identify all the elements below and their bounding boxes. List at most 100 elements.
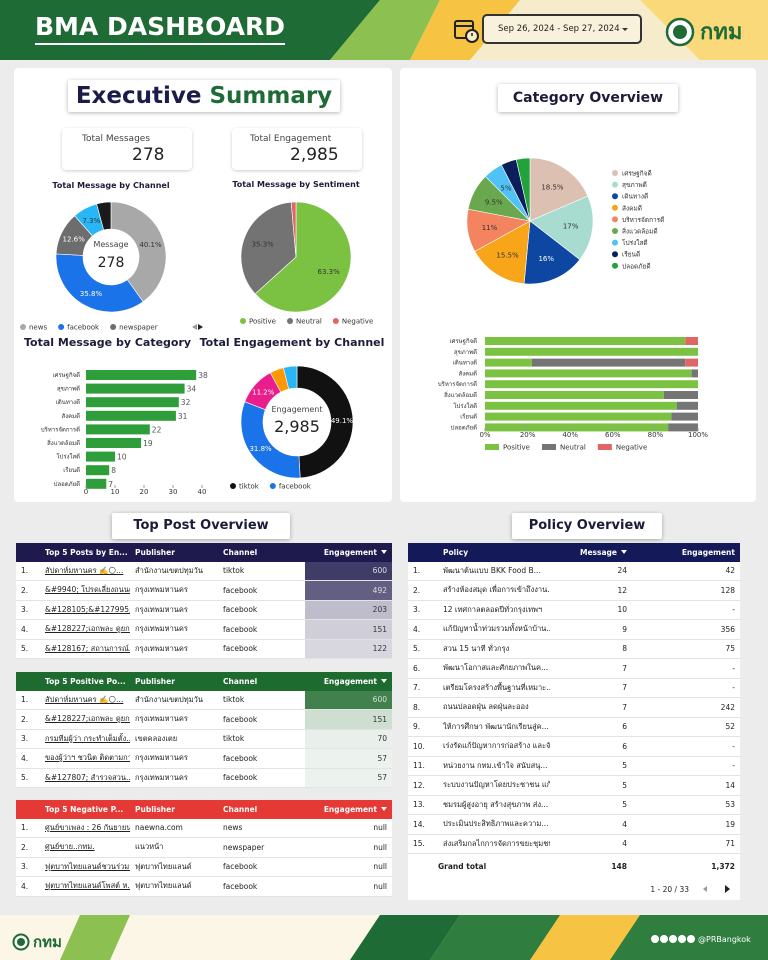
table-cell: กรุงเทพมหานคร <box>135 624 188 634</box>
table-row: 1. พัฒนาต้นแบบ BKK Food B... 24 42 <box>408 562 740 581</box>
table-row: 1. ศูนย์ขาเพลง : 26 กันยายน... naewna.com n… <box>16 819 392 838</box>
legend-label: ปลอดภัยดี <box>622 262 651 270</box>
table-cell: 122 <box>305 639 392 658</box>
header-spacer <box>408 543 438 562</box>
column-header: Channel <box>223 804 258 814</box>
slice-label: 11.2% <box>252 389 275 397</box>
pie-slice <box>283 365 298 390</box>
table-cell: &#128105;&#127995;... <box>45 605 130 615</box>
table-cell: ถนนปลอดฝุ่น ลดฝุ่นละออง <box>443 702 529 712</box>
legend-swatch <box>58 324 65 330</box>
table-cell: facebook <box>223 773 258 783</box>
bar-value: 10 <box>117 453 127 462</box>
table-cell: 14 <box>725 780 735 790</box>
legend-label: Positive <box>249 318 276 326</box>
legend-swatch <box>332 318 339 324</box>
bar-value: 31 <box>178 412 188 421</box>
bar-segment <box>485 401 677 410</box>
category-label: เรียนดี <box>460 413 477 421</box>
legend-swatch <box>240 318 246 324</box>
bar-segment <box>663 391 698 399</box>
table-cell: กรุงเทพมหานคร <box>135 772 188 782</box>
x-tick-label: 40 <box>198 488 207 496</box>
table-cell: ศูนย์ขาย..กทม. <box>45 842 95 852</box>
bar-segment <box>485 391 664 399</box>
column-header: Publisher <box>135 676 175 686</box>
legend-label: สังคมดี <box>622 204 642 212</box>
grand-total-value: 1,372 <box>711 861 735 871</box>
table-cell: 4 <box>622 819 627 829</box>
column-header: Policy <box>443 547 469 557</box>
kpi-value: 278 <box>132 145 165 165</box>
table-row: 12. ระบบงานปัญหาโดยประชาชน แก้... 5 14 <box>408 776 740 796</box>
table-row: 14. ประเมินประสิทธิภาพและความ... 4 19 <box>408 815 740 835</box>
category-label: เศรษฐกิจดี <box>53 371 80 379</box>
x-tick-label: 0 <box>84 488 88 496</box>
table: Top 5 Posts by En... Publisher Channel Enga… <box>16 543 392 659</box>
category-label: สิ่งแวดล้อมดี <box>444 391 477 399</box>
x-tick-label: 100% <box>688 431 708 439</box>
table-cell: เตรียมโครงสร้างพื้นฐานที่เหมาะ... <box>443 682 550 692</box>
center-value: 278 <box>98 255 125 271</box>
table-cell: ของผู้ว่าฯ ชวนิต ติดตามการ... <box>45 753 130 763</box>
slice-label: 40.1% <box>139 241 162 249</box>
charts: Total Message by Channel 40.1% 35.8% 12.6% 7… <box>20 157 708 496</box>
date-picker[interactable]: Sep 26, 2024 - Sep 27, 2024 <box>482 14 642 44</box>
table-cell: 4 <box>622 839 627 849</box>
legend-swatch <box>485 444 499 450</box>
table-cell: facebook <box>223 753 258 763</box>
next-page[interactable] <box>725 885 730 893</box>
table-cell: ฟุตบาทไทยแลนด์ <box>135 881 192 891</box>
bar <box>86 383 185 394</box>
table-cell: facebook <box>223 714 258 724</box>
grand-total-row: Grand total 148 1,372 <box>408 854 740 878</box>
table-row: 4. &#128227;เอกพละ ดูยก... กรุงเทพมหานคร fa… <box>16 620 392 640</box>
category-label: ปลอดภัยดี <box>54 480 80 488</box>
table-cell: 12. <box>413 780 425 790</box>
bar <box>86 410 176 421</box>
table-cell: 19 <box>725 819 735 829</box>
table-cell: 5. <box>21 773 29 783</box>
center-value: 2,985 <box>274 417 320 436</box>
kpi-card: Total Messages 278 <box>62 128 192 170</box>
table-cell: 13. <box>413 800 425 810</box>
column-header: Engagement <box>681 547 735 557</box>
table-cell: - <box>732 683 735 693</box>
table-cell: 24 <box>617 566 627 576</box>
table-cell: 1. <box>21 695 29 705</box>
slice-label: 18.5% <box>541 183 564 191</box>
pie-slice <box>515 157 531 222</box>
table-cell: 70 <box>305 729 392 748</box>
slice-label: 15.5% <box>496 252 519 260</box>
table-cell: 1. <box>21 823 29 833</box>
table-cell: 600 <box>305 561 392 580</box>
slice-label: 63.3% <box>318 268 341 276</box>
legend-swatch <box>612 170 618 176</box>
handle-text: @PRBangkok <box>698 934 751 944</box>
table-cell: 7 <box>622 683 627 693</box>
bar <box>86 465 110 476</box>
legend-label: Negative <box>342 318 373 326</box>
title-part: Executive <box>75 83 202 109</box>
table-row: 1. สัปดาห์มหานคร ✍️🌕... สำนักงานเขตปทุมวัน… <box>16 561 392 581</box>
table-cell: 151 <box>305 710 392 729</box>
slice-label: 12.6% <box>63 235 86 243</box>
table-cell: 4. <box>413 624 421 634</box>
table-cell: null <box>373 842 387 852</box>
column-header: Channel <box>223 676 258 686</box>
table-cell: 10. <box>413 741 425 751</box>
table-cell: &#128227;เอกพละ ดูยก... <box>45 714 130 724</box>
legend-swatch <box>612 262 618 269</box>
table-cell: 5. <box>21 644 29 654</box>
legend-label: เดินทางดี <box>622 193 648 201</box>
table-row: 2. สร้างห้องสมุด เพื่อการเข้าถึงงาน... 12 1… <box>408 581 740 601</box>
table-cell: 4. <box>21 881 29 891</box>
table-row: 4. แก้ปัญหาน้ำท่วมรวมทั้งหน้าบ้าน... 9 356 <box>408 620 740 640</box>
legend-swatch <box>287 318 293 324</box>
center-label: Message <box>93 240 128 249</box>
table-cell: tiktok <box>223 566 245 576</box>
prev-page[interactable] <box>703 886 707 892</box>
policy-title: Policy Overview <box>512 513 662 539</box>
pie-slice <box>240 201 297 295</box>
